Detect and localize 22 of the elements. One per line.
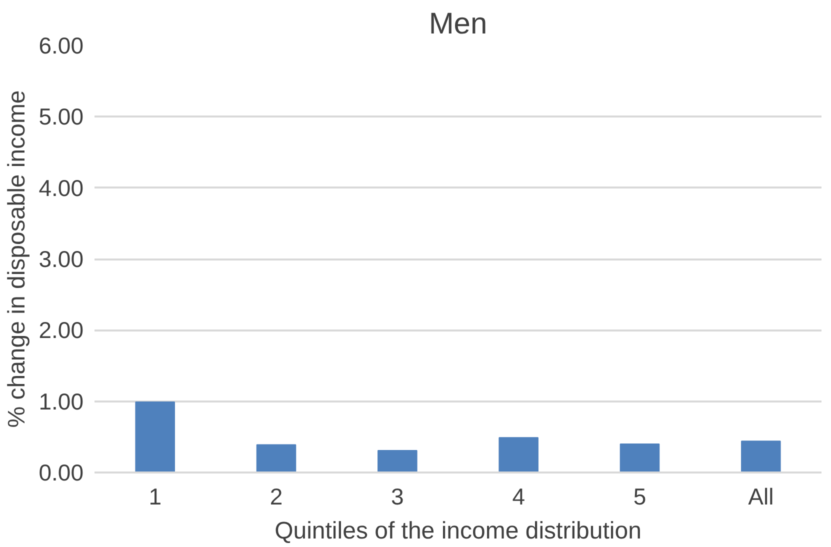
bar <box>378 450 418 472</box>
y-tick-label: 0.00 <box>38 460 84 486</box>
bar <box>135 402 175 472</box>
y-tick-label: 1.00 <box>38 388 84 414</box>
x-tick-label: All <box>748 484 774 510</box>
y-tick-label: 5.00 <box>38 104 84 130</box>
x-tick-label: 1 <box>148 484 162 510</box>
y-axis-title: % change in disposable income <box>4 90 31 428</box>
x-tick-label: 5 <box>633 484 646 510</box>
bar <box>256 444 296 472</box>
chart-title: Men <box>428 8 488 40</box>
x-axis-title: Quintiles of the income distribution <box>274 518 642 544</box>
bar <box>741 440 781 472</box>
bar <box>498 437 538 472</box>
y-tick-label: 2.00 <box>38 317 84 344</box>
x-tick-label: 4 <box>512 484 526 510</box>
y-tick-label: 4.00 <box>38 174 84 201</box>
y-tick-label: 3.00 <box>38 246 84 272</box>
x-tick-label: 2 <box>270 484 283 510</box>
x-tick-label: 3 <box>391 484 404 510</box>
y-tick-label: 6.00 <box>38 32 84 58</box>
bar <box>620 444 660 472</box>
